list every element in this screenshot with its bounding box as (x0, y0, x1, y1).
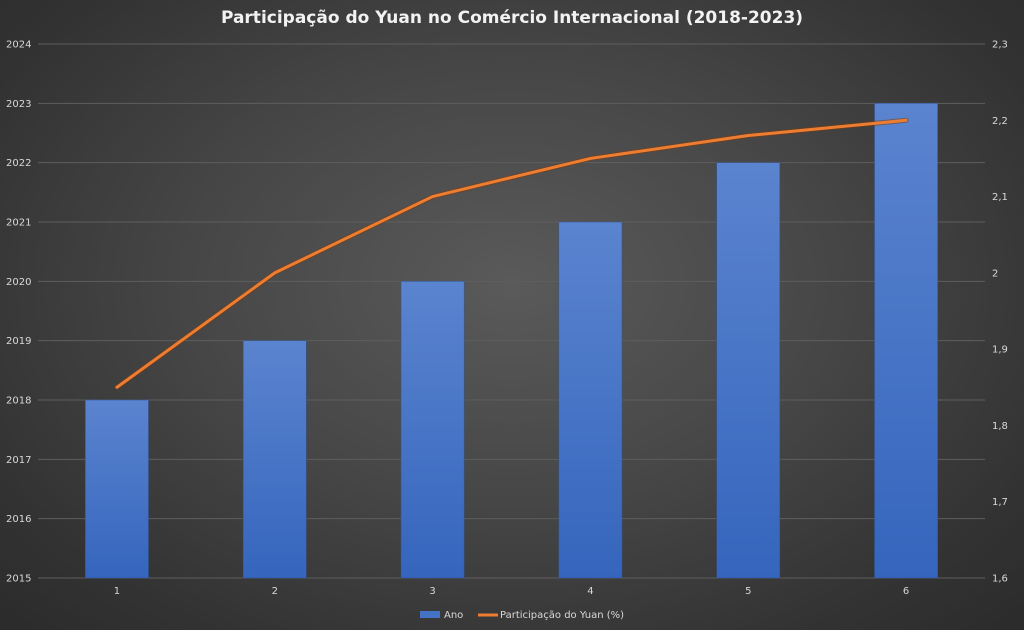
x-tick-label: 2 (272, 586, 278, 597)
y-axis-right: 1,6 1,7 1,8 1,9 2 2,1 2,2 2,3 (992, 40, 1008, 585)
bar-ano-1 (85, 399, 149, 579)
line-participacao (115, 118, 908, 389)
y-right-tick-label: 1,9 (992, 345, 1008, 356)
x-axis: 1 2 3 4 5 6 (114, 586, 910, 597)
y-right-tick-label: 2 (992, 268, 998, 279)
y-left-tick-label: 2020 (6, 277, 31, 288)
y-right-tick-label: 2,2 (992, 116, 1008, 127)
bar-ano-3 (400, 281, 465, 579)
legend-label-ano: Ano (444, 610, 463, 621)
x-tick-label: 4 (587, 586, 593, 597)
bar-ano-5 (716, 162, 781, 579)
line-participacao-shadow (114, 117, 909, 390)
y-left-tick-label: 2022 (6, 158, 31, 169)
y-left-tick-label: 2018 (6, 396, 31, 407)
y-left-tick-label: 2015 (6, 574, 31, 585)
x-tick-label: 6 (903, 586, 909, 597)
y-axis-left: 2015 2016 2017 2018 2019 2020 2021 2022 2023 2024 (6, 40, 31, 585)
y-left-tick-label: 2024 (6, 40, 31, 51)
y-right-tick-label: 2,3 (992, 40, 1008, 51)
grid-lines (38, 43, 985, 579)
chart-title: Participação do Yuan no Comércio Interna… (221, 8, 803, 28)
bar-ano-4 (558, 221, 623, 579)
y-right-tick-label: 1,6 (992, 574, 1008, 585)
x-tick-label: 1 (114, 586, 120, 597)
y-left-tick-label: 2023 (6, 99, 31, 110)
y-left-tick-label: 2016 (6, 514, 31, 525)
legend-swatch-ano (420, 611, 440, 618)
legend-label-participacao: Participação do Yuan (%) (500, 610, 624, 621)
bar-ano-6 (874, 103, 938, 579)
y-left-tick-label: 2019 (6, 336, 31, 347)
y-left-tick-label: 2021 (6, 218, 31, 229)
x-tick-label: 5 (745, 586, 751, 597)
bar-ano-2 (242, 340, 307, 579)
x-tick-label: 3 (429, 586, 435, 597)
y-right-tick-label: 1,8 (992, 421, 1008, 432)
y-left-tick-label: 2017 (6, 455, 31, 466)
bar-series-ano (85, 103, 938, 579)
y-right-tick-label: 1,7 (992, 497, 1008, 508)
line-series-participacao (114, 117, 909, 390)
legend: Ano Participação do Yuan (%) (420, 610, 624, 621)
y-right-tick-label: 2,1 (992, 192, 1008, 203)
